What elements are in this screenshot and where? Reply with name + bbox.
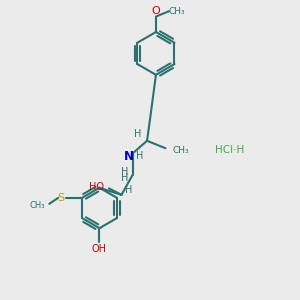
- Text: S: S: [58, 193, 65, 203]
- Text: O: O: [152, 6, 160, 16]
- Text: CH₃: CH₃: [29, 201, 44, 210]
- Text: CH₃: CH₃: [168, 7, 185, 16]
- Text: CH₃: CH₃: [173, 146, 190, 155]
- Text: H: H: [125, 184, 133, 194]
- Text: OH: OH: [92, 244, 107, 254]
- Text: H: H: [134, 129, 141, 139]
- Text: H: H: [121, 167, 128, 177]
- Text: HO: HO: [88, 182, 104, 192]
- Text: HCl·H: HCl·H: [215, 145, 244, 155]
- Text: N: N: [124, 150, 134, 163]
- Text: H: H: [121, 173, 128, 183]
- Text: H: H: [136, 151, 143, 161]
